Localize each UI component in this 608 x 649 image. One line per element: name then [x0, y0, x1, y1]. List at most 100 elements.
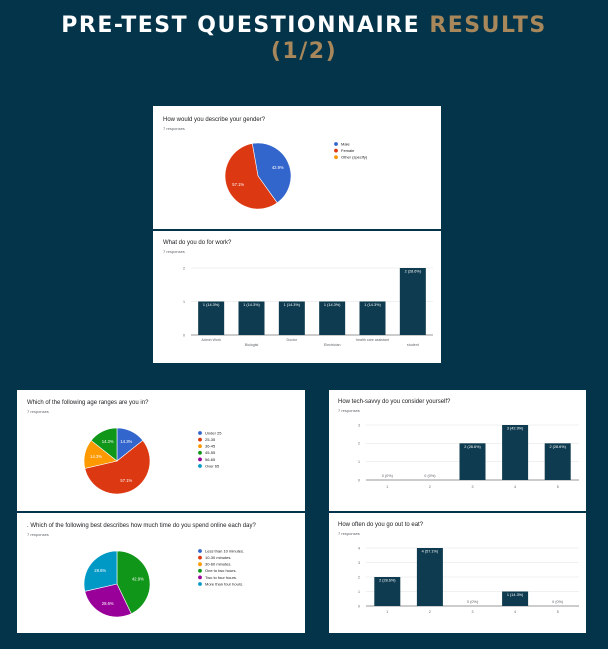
bar-5 — [544, 443, 571, 480]
title-main: PRE-TEST QUESTIONNAIRE — [61, 13, 421, 38]
bar-admin-work — [198, 301, 225, 335]
legend-swatch-56-65 — [198, 457, 202, 462]
bar-health-care-assistant — [359, 301, 386, 335]
pie-label-female: 57.1% — [232, 182, 244, 187]
bar-1 — [374, 577, 401, 606]
work-bar-chart: What do you do for work? 7 responses 0 1 2… — [163, 240, 433, 347]
chart-subtitle: 7 responses — [163, 249, 185, 254]
chart-subtitle: 7 responses — [163, 126, 185, 131]
x-tick-label-doctor: Doctor — [287, 338, 298, 342]
pie-label-25-35: 57.1% — [120, 478, 132, 483]
bar-value-label: 2 (28.6%) — [464, 445, 481, 449]
bar-value-label: 4 (57.1%) — [422, 550, 439, 554]
bar-value-label: 1 (14.3%) — [324, 303, 341, 307]
legend-swatch-10-30-minutes — [198, 555, 202, 560]
x-tick-label-admin-work: Admin Work — [201, 338, 221, 342]
bar-value-label: 0 (0%) — [424, 474, 436, 478]
bar-4 — [502, 425, 529, 480]
legend-item-other-specify: Other (specify) — [341, 155, 368, 160]
legend-swatch-male — [334, 142, 338, 146]
x-tick-label-3: 3 — [472, 610, 474, 614]
pie-slice-female — [224, 143, 278, 210]
work-chart-card: What do you do for work? 7 responses 0 1 2… — [153, 231, 441, 363]
age-pie-chart: Which of the following age ranges are yo… — [27, 400, 222, 495]
x-tick-label-3: 3 — [472, 485, 474, 489]
legend-swatch-one-to-two-hours — [198, 568, 202, 573]
page-title-line2: (1/2) — [270, 39, 338, 64]
y-tick-label: 1 — [358, 590, 360, 594]
chart-subtitle: 7 responses — [338, 408, 360, 413]
bar-biologist — [238, 301, 265, 335]
bar-value-label: 1 (14.3%) — [243, 303, 260, 307]
eat-out-chart-card: How often do you go out to eat? 7 respon… — [329, 513, 586, 633]
y-tick-label: 4 — [358, 546, 360, 550]
pie-label-one-to-two-hours: 42.9% — [132, 577, 144, 582]
age-chart-card: Which of the following age ranges are yo… — [17, 390, 305, 511]
gender-pie-chart: How would you describe your gender? 7 re… — [163, 117, 368, 210]
legend-item-female: Female — [341, 148, 355, 153]
chart-subtitle: 7 responses — [27, 409, 49, 414]
pie-slice-25-35 — [84, 440, 151, 495]
online-time-chart-card: . Which of the following best describes … — [17, 513, 305, 633]
bar-4 — [502, 591, 529, 606]
legend-item-male: Male — [341, 141, 350, 146]
x-tick-label-health-care-assistant: health care assistant — [356, 338, 389, 342]
bar-value-label: 0 (0%) — [552, 600, 564, 604]
chart-title: . Which of the following best describes … — [27, 523, 256, 529]
bar-value-label: 3 (42.9%) — [507, 427, 524, 431]
pie-label-two-to-four-hours: 28.6% — [102, 601, 114, 606]
legend-item-under-25: Under 25 — [205, 430, 222, 435]
legend-item-more-than-four-hours: More than four hours. — [205, 581, 243, 586]
y-tick-label: 0 — [358, 478, 360, 482]
legend-swatch-female — [334, 148, 338, 153]
x-tick-label-4: 4 — [514, 610, 516, 614]
legend-swatch-over-65 — [198, 464, 202, 468]
x-tick-label-5: 5 — [557, 610, 559, 614]
chart-title: How often do you go out to eat? — [338, 522, 424, 528]
bar-value-label: 2 (28.6%) — [405, 270, 422, 274]
y-tick-label: 0 — [183, 333, 185, 337]
y-tick-label: 1 — [358, 460, 360, 464]
x-tick-label-2: 2 — [429, 610, 431, 614]
bar-2 — [416, 548, 443, 606]
bar-doctor — [278, 301, 305, 335]
legend-item-one-to-two-hours: One to two hours. — [205, 568, 237, 573]
chart-subtitle: 7 responses — [338, 531, 360, 536]
pie-label-male: 42.9% — [272, 165, 284, 170]
bar-electrician — [319, 301, 346, 335]
pie-label-under-25: 14.3% — [120, 439, 132, 444]
pie-slice-45-55 — [90, 427, 118, 462]
y-tick-label: 1 — [183, 300, 185, 304]
legend-swatch-under-25 — [198, 431, 202, 435]
pie-label-more-than-four-hours: 28.6% — [94, 568, 106, 573]
legend-item-25-35: 25-35 — [205, 437, 216, 442]
legend-swatch-25-35 — [198, 437, 202, 442]
page-title: PRE-TEST QUESTIONNAIRE RESULTS — [0, 13, 608, 39]
x-tick-label-biologist: Biologist — [245, 343, 259, 347]
legend-item-over-65: Over 65 — [205, 463, 220, 468]
legend-item-36-45: 36-45 — [205, 444, 216, 449]
bar-value-label: 2 (28.6%) — [379, 579, 396, 583]
bar-value-label: 0 (0%) — [467, 600, 479, 604]
pie-slice-male — [251, 142, 292, 204]
legend-swatch-more-than-four-hours — [198, 582, 202, 586]
y-tick-label: 2 — [183, 266, 185, 270]
legend-item-56-65: 56-65 — [205, 457, 216, 462]
tech-savvy-chart-card: How tech-savvy do you consider yourself?… — [329, 390, 586, 511]
y-tick-label: 0 — [358, 604, 360, 608]
x-tick-label-2: 2 — [429, 485, 431, 489]
pie-slice-more-than-four-hours — [83, 550, 118, 592]
chart-subtitle: 7 responses — [27, 532, 49, 537]
legend-item-45-55: 45-55 — [205, 450, 216, 455]
legend-item-less-than-10-minutes: Less than 10 minutes. — [205, 548, 244, 553]
bar-value-label: 0 (0%) — [382, 474, 394, 478]
bar-value-label: 1 (14.3%) — [203, 303, 220, 307]
x-tick-label-student: student — [407, 343, 419, 347]
legend-swatch-other-specify — [334, 155, 338, 160]
legend-swatch-30-60-minutes — [198, 562, 202, 567]
pie-label-45-55: 14.3% — [102, 439, 114, 444]
bar-3 — [459, 443, 486, 480]
chart-title: Which of the following age ranges are yo… — [27, 400, 149, 406]
x-tick-label-electrician: Electrician — [324, 343, 341, 347]
gender-chart-card: How would you describe your gender? 7 re… — [153, 106, 441, 229]
